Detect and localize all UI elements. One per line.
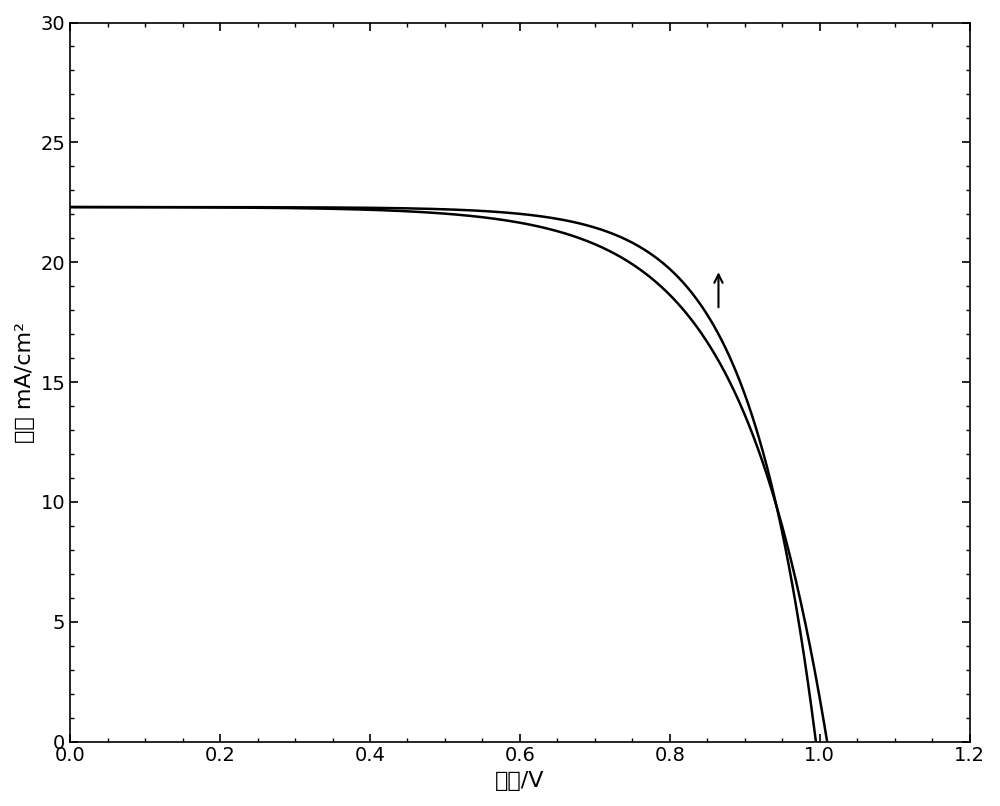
Y-axis label: 电流 mA/cm²: 电流 mA/cm² (15, 322, 35, 442)
X-axis label: 电压/V: 电压/V (495, 771, 545, 791)
